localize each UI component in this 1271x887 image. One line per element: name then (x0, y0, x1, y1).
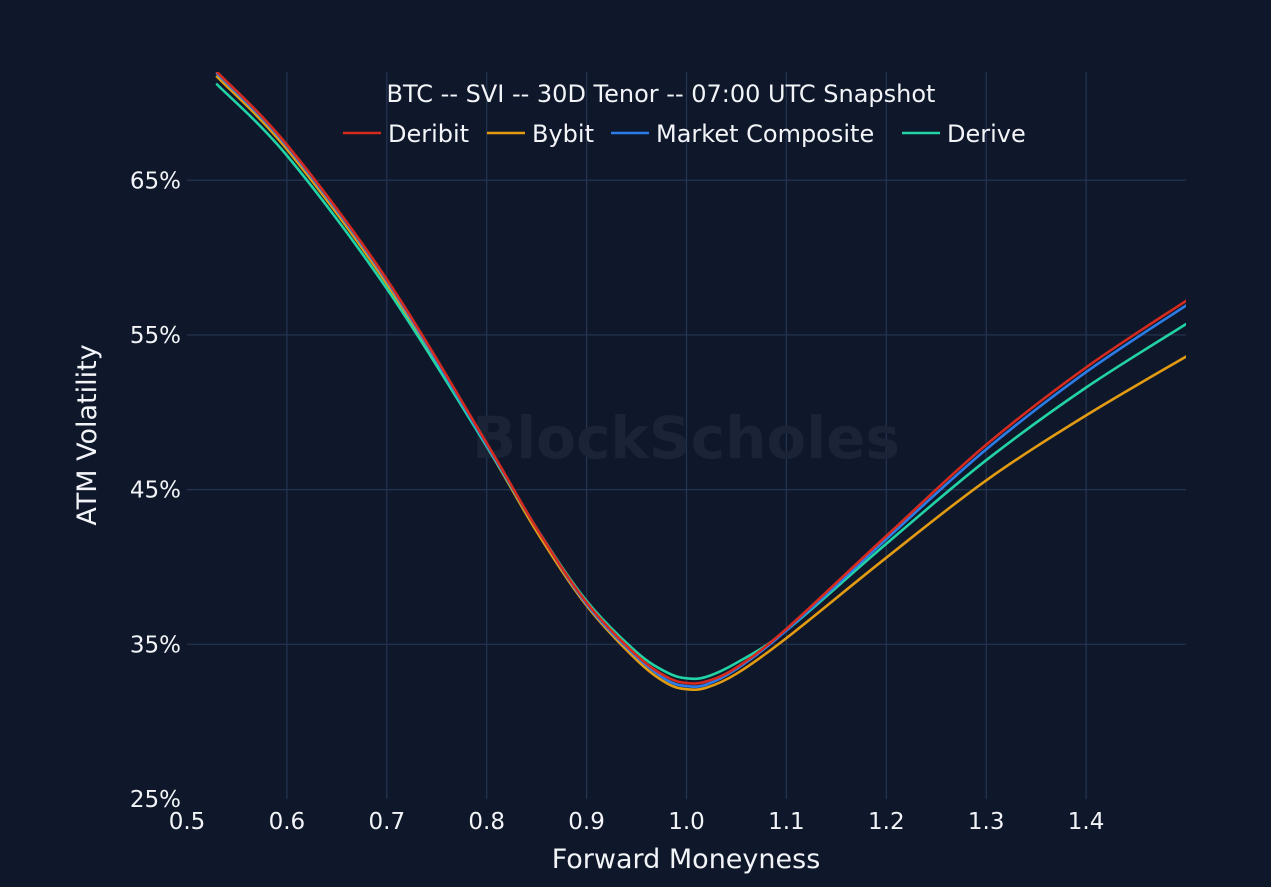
x-tick-label: 0.5 (169, 809, 206, 835)
legend-label-bybit: Bybit (532, 120, 594, 148)
series-lines (215, 72, 1186, 692)
x-tick-label: 0.9 (568, 809, 605, 835)
x-tick-label: 0.6 (269, 809, 306, 835)
watermark-text: BlockScholes (472, 404, 900, 472)
grid (187, 72, 1186, 799)
x-axis-title: Forward Moneyness (552, 844, 821, 875)
x-tick-label: 1.4 (1068, 809, 1105, 835)
x-tick-label: 0.8 (468, 809, 505, 835)
tick-labels: 0.5 0.6 0.7 0.8 0.9 1.0 1.1 1.2 1.3 1.4 25% 35% 45% 5… (130, 168, 1105, 835)
x-tick-label: 1.0 (668, 809, 705, 835)
chart-title: BTC -- SVI -- 30D Tenor -- 07:00 UTC Sna… (387, 80, 936, 108)
series-line-derive (215, 83, 1186, 681)
series-line-bybit (215, 75, 1186, 692)
legend-label-market-composite: Market Composite (656, 120, 874, 148)
y-tick-label: 65% (130, 168, 181, 194)
legend-label-derive: Derive (947, 120, 1026, 148)
x-tick-label: 0.7 (369, 809, 406, 835)
legend-label-deribit: Deribit (388, 120, 469, 148)
legend: Deribit Bybit Market Composite Derive (343, 120, 1026, 148)
y-tick-label: 45% (130, 478, 181, 504)
y-tick-label: 35% (130, 632, 181, 658)
x-tick-label: 1.1 (768, 809, 805, 835)
y-tick-label: 25% (130, 787, 181, 813)
y-tick-label: 55% (130, 323, 181, 349)
x-tick-label: 1.3 (968, 809, 1005, 835)
y-axis-title: ATM Volatility (72, 344, 103, 525)
x-tick-label: 1.2 (868, 809, 905, 835)
series-line-deribit (215, 72, 1186, 685)
